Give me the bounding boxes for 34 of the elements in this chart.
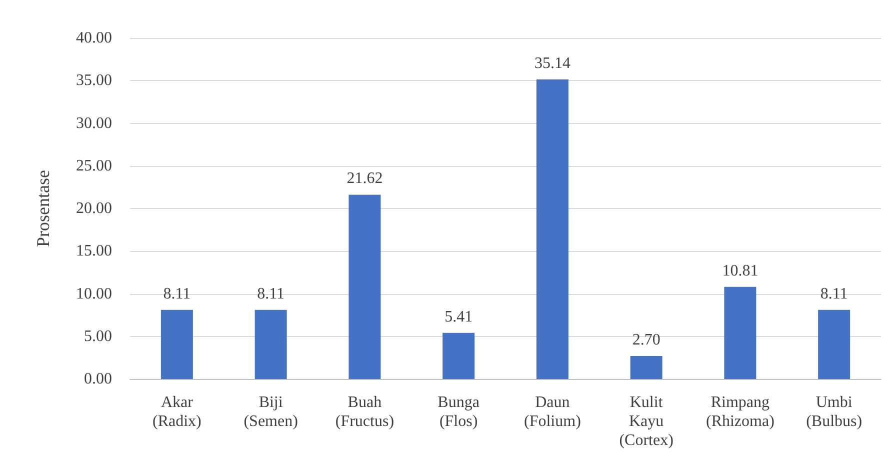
x-tick-label: Rimpang (Rhizoma) — [706, 394, 774, 430]
y-tick-label: 10.00 — [76, 285, 112, 302]
bar — [818, 310, 850, 379]
bar — [160, 310, 193, 379]
y-tick-label: 15.00 — [76, 242, 112, 260]
bar — [536, 79, 568, 379]
y-axis-title: Prosentase — [33, 170, 53, 247]
y-tick-label: 40.00 — [76, 30, 112, 46]
y-tick-label: 30.00 — [76, 114, 112, 132]
x-tick-label: Biji (Semen) — [244, 394, 298, 430]
bar — [630, 356, 662, 379]
data-label: 8.11 — [163, 285, 191, 302]
x-tick-label: Daun (Folium) — [524, 394, 581, 430]
data-label: 8.11 — [257, 285, 285, 302]
x-tick-label: Umbi (Bulbus) — [806, 394, 862, 430]
data-label: 35.14 — [534, 54, 570, 72]
bar — [724, 286, 756, 379]
bar — [348, 194, 381, 379]
y-tick-label: 0.00 — [84, 370, 112, 388]
y-tick-label: 25.00 — [76, 157, 112, 174]
x-tick-label: Akar (Radix) — [152, 394, 202, 430]
y-tick-label: 20.00 — [76, 200, 112, 217]
x-tick-label: Kulit Kayu (Cortex) — [619, 394, 674, 449]
bar — [254, 310, 287, 379]
data-label: 8.11 — [820, 285, 848, 302]
data-label: 21.62 — [346, 170, 383, 188]
bar — [442, 332, 475, 379]
data-label: 2.70 — [632, 331, 660, 348]
data-label: 10.81 — [722, 262, 758, 280]
data-label: 5.41 — [444, 308, 473, 326]
x-tick-label: Bunga (Flos) — [438, 394, 480, 430]
y-tick-label: 35.00 — [76, 72, 112, 90]
x-tick-label: Buah (Fructus) — [335, 394, 394, 430]
y-tick-label: 5.00 — [84, 328, 112, 345]
